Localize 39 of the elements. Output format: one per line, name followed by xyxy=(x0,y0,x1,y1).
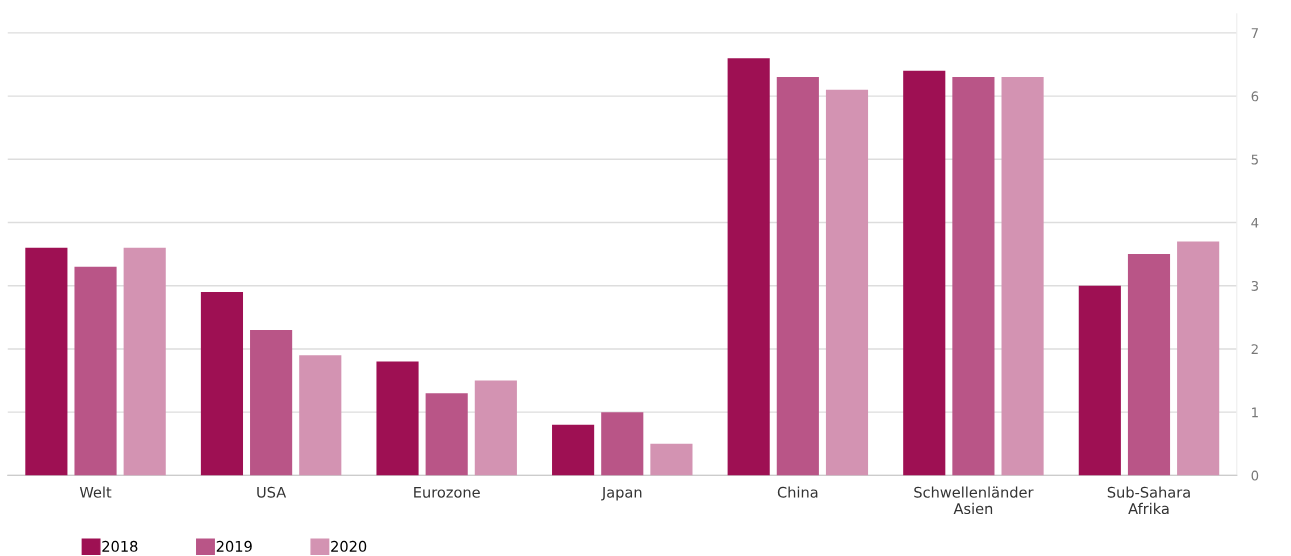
bar xyxy=(952,77,995,476)
bar xyxy=(74,266,117,476)
bar xyxy=(1001,77,1044,476)
bar xyxy=(474,380,517,476)
y-tick-label: 7 xyxy=(1251,28,1258,38)
x-tick-label: Sub-Sahara Afrika xyxy=(1107,486,1190,515)
bar xyxy=(650,443,693,476)
y-tick-label: 0 xyxy=(1251,470,1259,481)
y-tick-label: 2 xyxy=(1251,344,1258,354)
x-tick-label: Eurozone xyxy=(414,486,480,498)
bar xyxy=(1127,254,1171,476)
bar xyxy=(825,89,869,476)
x-tick-label: China xyxy=(777,486,818,498)
bar xyxy=(1078,285,1121,476)
bar xyxy=(376,361,419,476)
bar xyxy=(601,412,644,476)
bar xyxy=(299,355,342,476)
legend-label: 2019 xyxy=(216,540,252,552)
bar xyxy=(552,424,595,476)
bar xyxy=(776,77,819,476)
bar xyxy=(200,292,244,476)
bar xyxy=(425,393,468,476)
legend-label: 2020 xyxy=(331,540,367,552)
y-tick-label: 6 xyxy=(1251,91,1259,102)
y-tick-label: 3 xyxy=(1251,280,1258,291)
y-tick-label: 1 xyxy=(1252,407,1258,418)
bar xyxy=(903,70,946,476)
x-tick-label: Japan xyxy=(601,486,642,501)
legend-label: 2018 xyxy=(102,540,138,552)
bar xyxy=(727,58,770,476)
bar xyxy=(250,329,293,476)
bar xyxy=(25,247,68,476)
bar xyxy=(123,247,166,476)
bar xyxy=(1177,241,1220,476)
y-tick-label: 4 xyxy=(1251,217,1259,228)
x-tick-label: Schwellenländer Asien xyxy=(914,486,1034,515)
x-tick-label: Welt xyxy=(79,486,112,498)
y-tick-label: 5 xyxy=(1251,154,1258,165)
x-tick-label: USA xyxy=(257,486,287,498)
